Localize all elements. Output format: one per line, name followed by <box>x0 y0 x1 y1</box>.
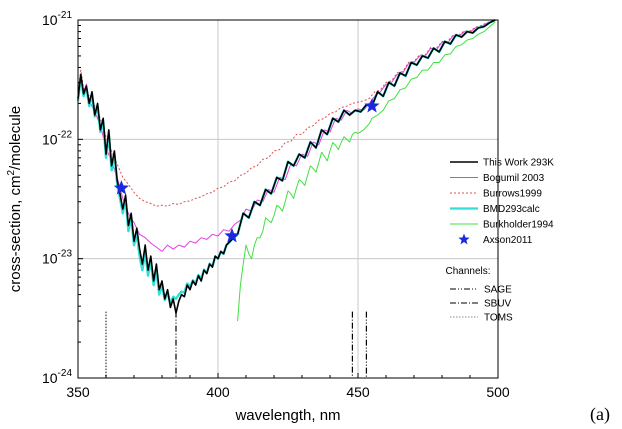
channel-legend-label: TOMS <box>484 313 513 324</box>
series-line-bmd293calc <box>76 18 496 305</box>
plot-frame <box>77 19 499 379</box>
legend-label: Burkholder1994 <box>483 220 554 231</box>
panel-label: (a) <box>590 404 610 425</box>
series-line-this-work-293k <box>77 19 496 314</box>
legend-label: BMD293calc <box>483 204 540 215</box>
y-axis-label-sup: 2 <box>6 170 17 176</box>
y-tick-label: 10-24 <box>42 368 72 386</box>
y-axis-label-tail: /molecule <box>7 106 24 170</box>
x-tick-label: 450 <box>346 384 370 400</box>
x-axis-ticks: 350 400 450 500 <box>66 373 510 400</box>
channels-title: Channels: <box>445 266 490 277</box>
y-tick-base: 10 <box>42 251 58 267</box>
series-line-bogumil-2003 <box>77 19 496 252</box>
y-axis-label: cross-section, cm2/molecule <box>6 106 24 292</box>
x-tick-label: 400 <box>206 384 230 400</box>
axson-marker <box>224 228 240 243</box>
y-tick-label: 10-22 <box>42 129 72 147</box>
y-tick-exponent: -24 <box>58 368 73 379</box>
y-tick-exponent: -22 <box>58 129 73 140</box>
channel-legend-label: SBUV <box>484 299 512 310</box>
channel-legend-label: SAGE <box>484 285 512 296</box>
axson-marker <box>364 98 380 113</box>
legend-label: Bogumil 2003 <box>483 173 545 184</box>
legend: This Work 293K Bogumil 2003 Burrows1999 BMD… <box>450 158 554 246</box>
y-tick-exponent: -21 <box>58 10 73 21</box>
axson-markers <box>113 98 380 243</box>
x-tick-label: 350 <box>66 384 90 400</box>
legend-marker-swatch <box>458 233 470 245</box>
x-axis-label: wavelength, nm <box>234 407 340 424</box>
channels-legend: Channels: SAGE SBUV TOMS <box>445 266 513 324</box>
legend-label: This Work 293K <box>483 158 554 169</box>
y-tick-base: 10 <box>42 370 58 386</box>
y-tick-label: 10-21 <box>42 10 72 28</box>
grid <box>77 19 499 379</box>
y-tick-exponent: -23 <box>58 249 73 260</box>
y-tick-base: 10 <box>42 12 58 28</box>
axson-marker <box>113 180 129 195</box>
legend-label: Burrows1999 <box>483 189 542 200</box>
legend-label: Axson2011 <box>483 235 533 246</box>
series-line-burkholder1994 <box>237 21 496 322</box>
x-tick-label: 500 <box>486 384 510 400</box>
y-axis-label-main: cross-section, cm <box>7 176 24 293</box>
y-tick-label: 10-23 <box>42 249 72 267</box>
channel-lines <box>105 311 367 378</box>
y-tick-base: 10 <box>42 131 58 147</box>
series-layer <box>76 18 496 322</box>
